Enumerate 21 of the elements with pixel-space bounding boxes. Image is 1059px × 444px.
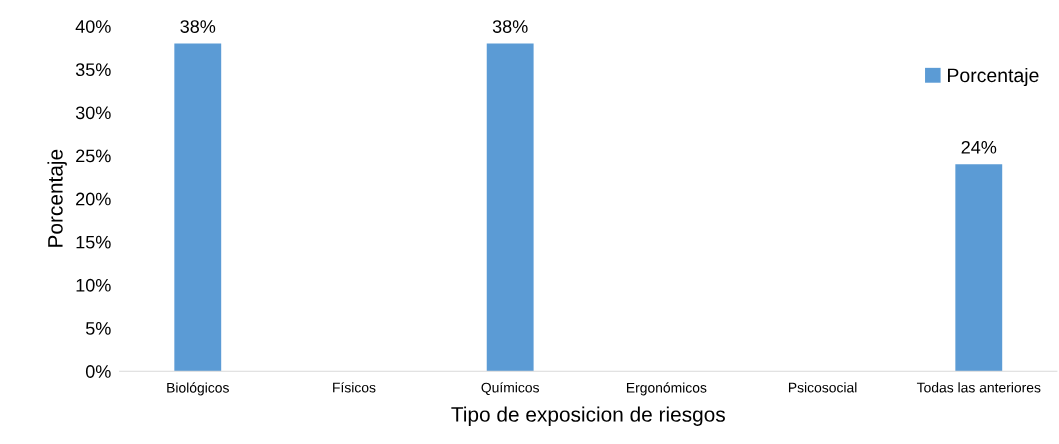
data-label: 38% [492,20,528,33]
y-tick-label: 25% [76,149,111,163]
y-tick-label: 0% [85,365,111,378]
y-tick-label: 35% [75,63,111,77]
y-axis-title: Porcentaje [47,149,67,247]
y-tick-label: 30% [75,106,111,120]
x-axis-title: Tipo de exposicion de riesgos [451,406,725,426]
y-tick-label: 10% [76,278,111,292]
data-label: 24% [961,140,997,154]
y-tick-label: 5% [85,322,111,335]
y-tick-label: 15% [76,235,111,249]
x-tick-label: Psicosocial [788,382,857,393]
data-label: 38% [180,20,216,33]
y-tick-label: 40% [75,20,111,33]
x-tick-label: Físicos [333,382,376,393]
x-tick-label: Biológicos [167,382,229,396]
legend-label: Porcentaje [948,67,1039,87]
x-tick-label: Todas las anteriores [916,382,1041,393]
y-tick-label: 20% [76,192,111,206]
x-tick-label: Químicos [481,382,539,395]
x-tick-label: Ergonómicos [626,382,707,396]
